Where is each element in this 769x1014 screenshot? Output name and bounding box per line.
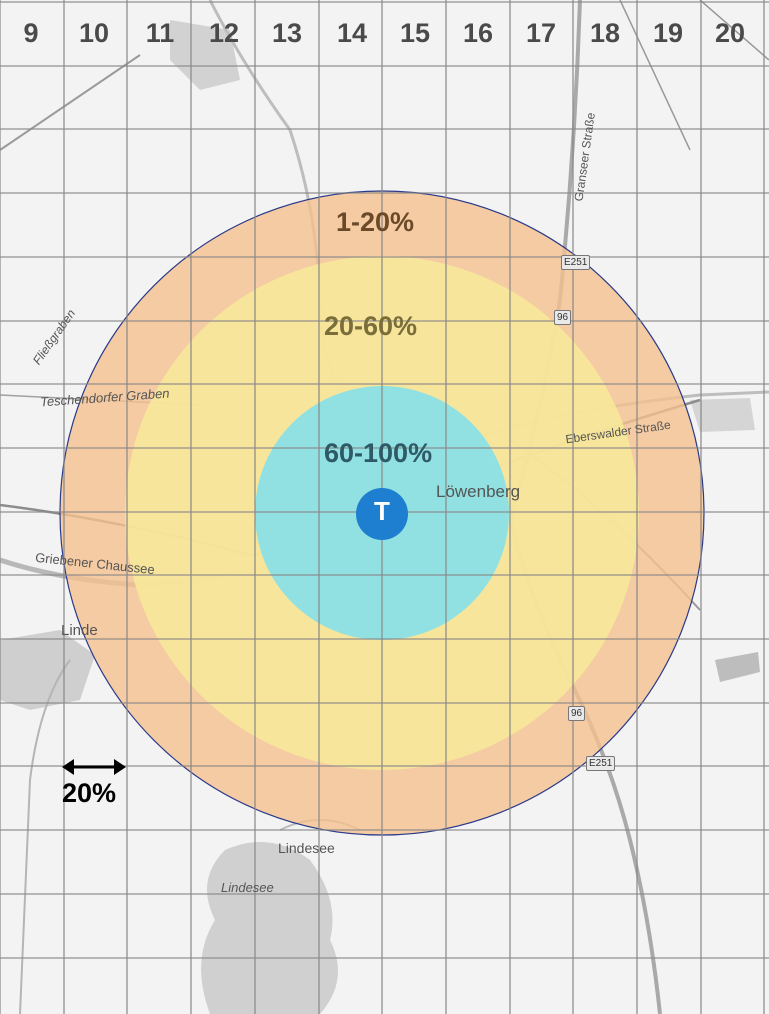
east-block <box>715 652 760 682</box>
grid-col-label: 19 <box>652 18 684 48</box>
grid-col-label: 18 <box>589 18 621 48</box>
east-settlement <box>690 398 755 432</box>
grid-col-label: 13 <box>271 18 303 48</box>
grid-col-label: 12 <box>208 18 240 48</box>
scale-arrow <box>62 759 126 775</box>
road-badge: E251 <box>586 756 616 771</box>
grid-col-label: 10 <box>78 18 110 48</box>
water-label: Lindesee <box>221 880 274 895</box>
target-marker-label: T <box>374 496 390 526</box>
grid-col-label: 15 <box>399 18 431 48</box>
grid-col-label: 11 <box>145 18 175 48</box>
ring-label-inner: 60-100% <box>324 438 433 468</box>
lindesee-water <box>201 842 338 1014</box>
place-label: Linde <box>61 622 98 639</box>
grid-col-label: 9 <box>23 18 39 48</box>
grid-col-label: 14 <box>336 18 368 48</box>
ring-label-outer: 1-20% <box>336 207 415 237</box>
ring-label-mid: 20-60% <box>324 311 418 341</box>
road-badge: 96 <box>554 310 572 325</box>
grid-col-label: 16 <box>462 18 494 48</box>
grid-col-label: 17 <box>525 18 557 48</box>
scale-label: 20% <box>62 778 117 808</box>
road-badge: E251 <box>561 255 591 270</box>
place-label: Lindesee <box>278 840 335 856</box>
grid-col-label: 20 <box>714 18 746 48</box>
road-badge: 96 <box>568 706 586 721</box>
linde-settlement <box>0 630 95 710</box>
place-label: Löwenberg <box>436 482 521 501</box>
north-settlement <box>170 20 240 90</box>
target-marker[interactable] <box>356 488 408 540</box>
